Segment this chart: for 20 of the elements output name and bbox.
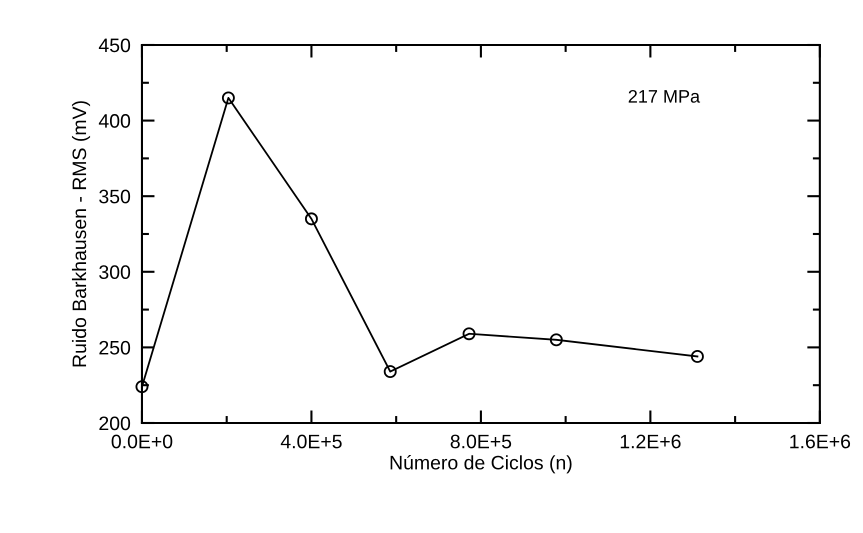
y-tick-label: 350 [99,190,130,204]
x-tick-label: 4.0E+5 [280,434,342,448]
point [222,91,235,104]
point [550,333,563,346]
y-tick-label: 200 [99,416,130,430]
x-tick-label: 1.6E+6 [790,434,850,448]
y-tick-label: 250 [99,340,130,355]
x-tick-label: 0.0E+0 [112,434,172,448]
point [462,327,476,340]
x-axis-title: Número de Ciclos (n) [390,454,572,474]
y-tick-label: 300 [99,265,130,280]
x-tick-label: 8.0E+5 [450,434,512,448]
y-axis-title: Ruido Barkhausen - RMS (mV) [72,101,90,366]
y-tick-label: 450 [98,38,130,52]
point [384,365,397,378]
y-tick-label: 400 [98,114,130,128]
annotation: 217 MPa [628,90,700,103]
x-tick-label: 1.2E+6 [620,434,681,448]
point [304,212,318,226]
point [690,350,704,363]
